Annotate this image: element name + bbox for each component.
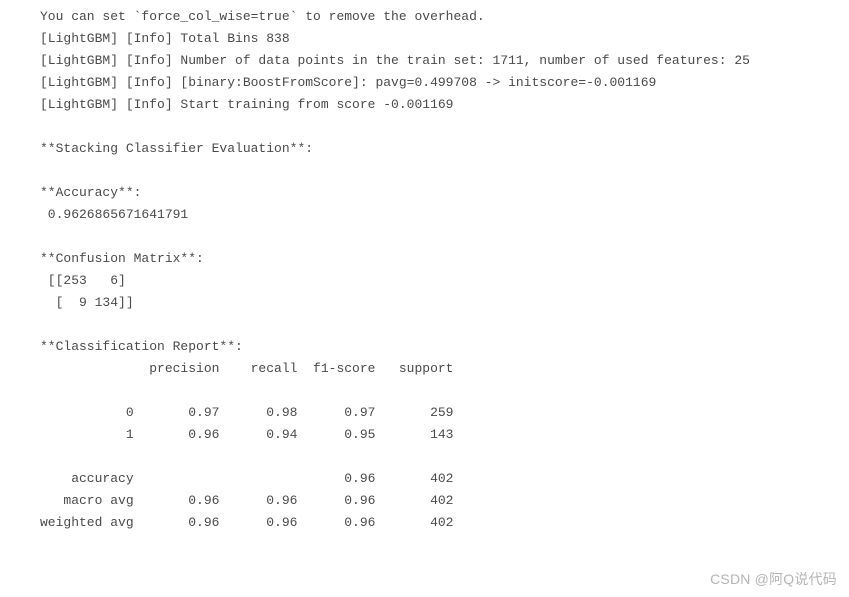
watermark-text: CSDN @阿Q说代码 — [710, 569, 837, 589]
report-row: accuracy 0.96 402 — [40, 471, 453, 486]
evaluation-heading: **Stacking Classifier Evaluation**: — [40, 141, 313, 156]
confusion-row: [[253 6] — [40, 273, 126, 288]
accuracy-heading: **Accuracy**: — [40, 185, 141, 200]
report-row: 0 0.97 0.98 0.97 259 — [40, 405, 453, 420]
console-output: You can set `force_col_wise=true` to rem… — [0, 0, 849, 534]
report-heading: **Classification Report**: — [40, 339, 243, 354]
accuracy-value: 0.9626865671641791 — [40, 207, 188, 222]
log-line: [LightGBM] [Info] Number of data points … — [40, 53, 750, 68]
confusion-row: [ 9 134]] — [40, 295, 134, 310]
log-line: You can set `force_col_wise=true` to rem… — [40, 9, 485, 24]
report-row: macro avg 0.96 0.96 0.96 402 — [40, 493, 453, 508]
report-row: 1 0.96 0.94 0.95 143 — [40, 427, 453, 442]
report-header-row: precision recall f1-score support — [40, 361, 453, 376]
confusion-heading: **Confusion Matrix**: — [40, 251, 204, 266]
log-line: [LightGBM] [Info] Total Bins 838 — [40, 31, 290, 46]
log-line: [LightGBM] [Info] [binary:BoostFromScore… — [40, 75, 656, 90]
report-row: weighted avg 0.96 0.96 0.96 402 — [40, 515, 453, 530]
log-line: [LightGBM] [Info] Start training from sc… — [40, 97, 453, 112]
